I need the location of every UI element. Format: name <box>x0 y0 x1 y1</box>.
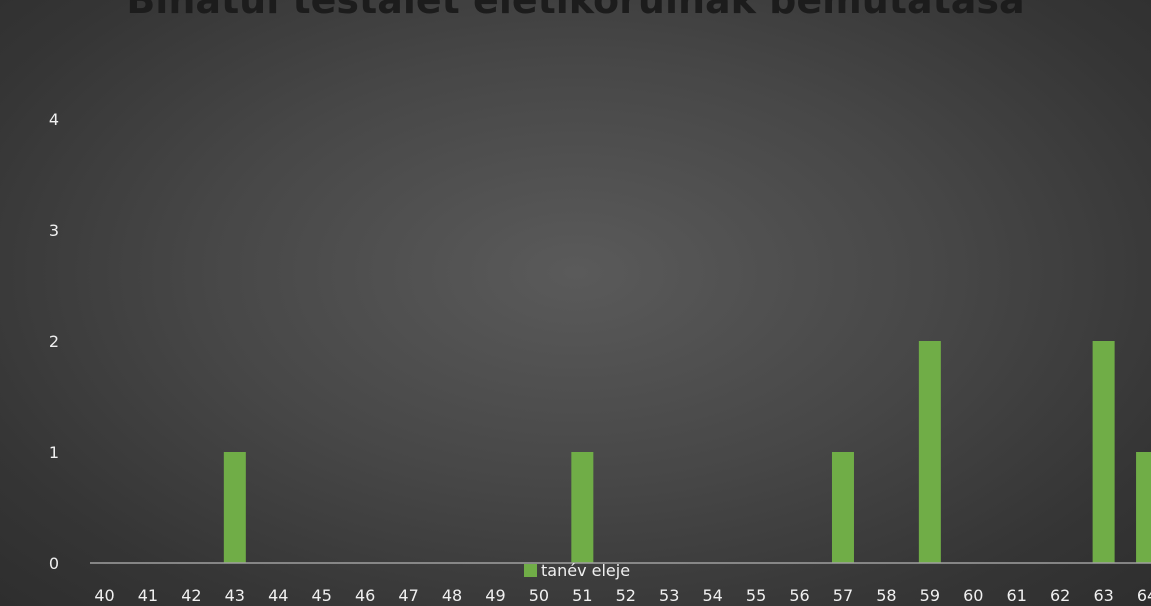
x-tick-label: 43 <box>225 586 245 605</box>
x-tick-label: 59 <box>920 586 940 605</box>
x-tick-label: 47 <box>398 586 418 605</box>
legend-swatch <box>524 564 537 577</box>
y-tick-label: 0 <box>49 554 59 573</box>
x-tick-label: 48 <box>442 586 462 605</box>
x-tick-label: 50 <box>529 586 549 605</box>
bar <box>571 452 594 563</box>
bar <box>223 452 246 563</box>
y-tick-label: 2 <box>49 332 59 351</box>
x-tick-label: 46 <box>355 586 375 605</box>
bar <box>831 452 854 563</box>
chart-title: Bihátúl testalet eletiköruinak bemutatás… <box>126 0 1025 22</box>
x-tick-label: 64 <box>1137 586 1151 605</box>
x-tick-label: 57 <box>833 586 853 605</box>
bar <box>1092 341 1115 563</box>
x-tick-label: 60 <box>963 586 983 605</box>
legend-label: tanév eleje <box>541 561 631 580</box>
x-tick-label: 42 <box>181 586 201 605</box>
x-axis: 40 41 42 43 44 45 46 47 48 49 50 51 52 53 54 55 56 57 58 59… <box>94 586 1151 605</box>
x-tick-label: 62 <box>1050 586 1070 605</box>
x-tick-label: 63 <box>1093 586 1113 605</box>
x-tick-label: 61 <box>1007 586 1027 605</box>
x-tick-label: 54 <box>702 586 722 605</box>
x-tick-label: 45 <box>312 586 332 605</box>
y-axis: 0 1 2 3 4 <box>49 110 59 573</box>
bars <box>223 341 1151 563</box>
x-tick-label: 55 <box>746 586 766 605</box>
x-tick-label: 40 <box>94 586 114 605</box>
bar <box>918 341 941 563</box>
x-tick-label: 41 <box>138 586 158 605</box>
x-tick-label: 53 <box>659 586 679 605</box>
y-tick-label: 1 <box>49 443 59 462</box>
x-tick-label: 44 <box>268 586 288 605</box>
y-tick-label: 3 <box>49 221 59 240</box>
bar <box>1136 452 1151 563</box>
x-tick-label: 51 <box>572 586 592 605</box>
y-tick-label: 4 <box>49 110 59 129</box>
x-tick-label: 52 <box>616 586 636 605</box>
x-tick-label: 56 <box>789 586 809 605</box>
x-tick-label: 49 <box>485 586 505 605</box>
x-tick-label: 58 <box>876 586 896 605</box>
legend: tanév eleje <box>524 561 630 580</box>
